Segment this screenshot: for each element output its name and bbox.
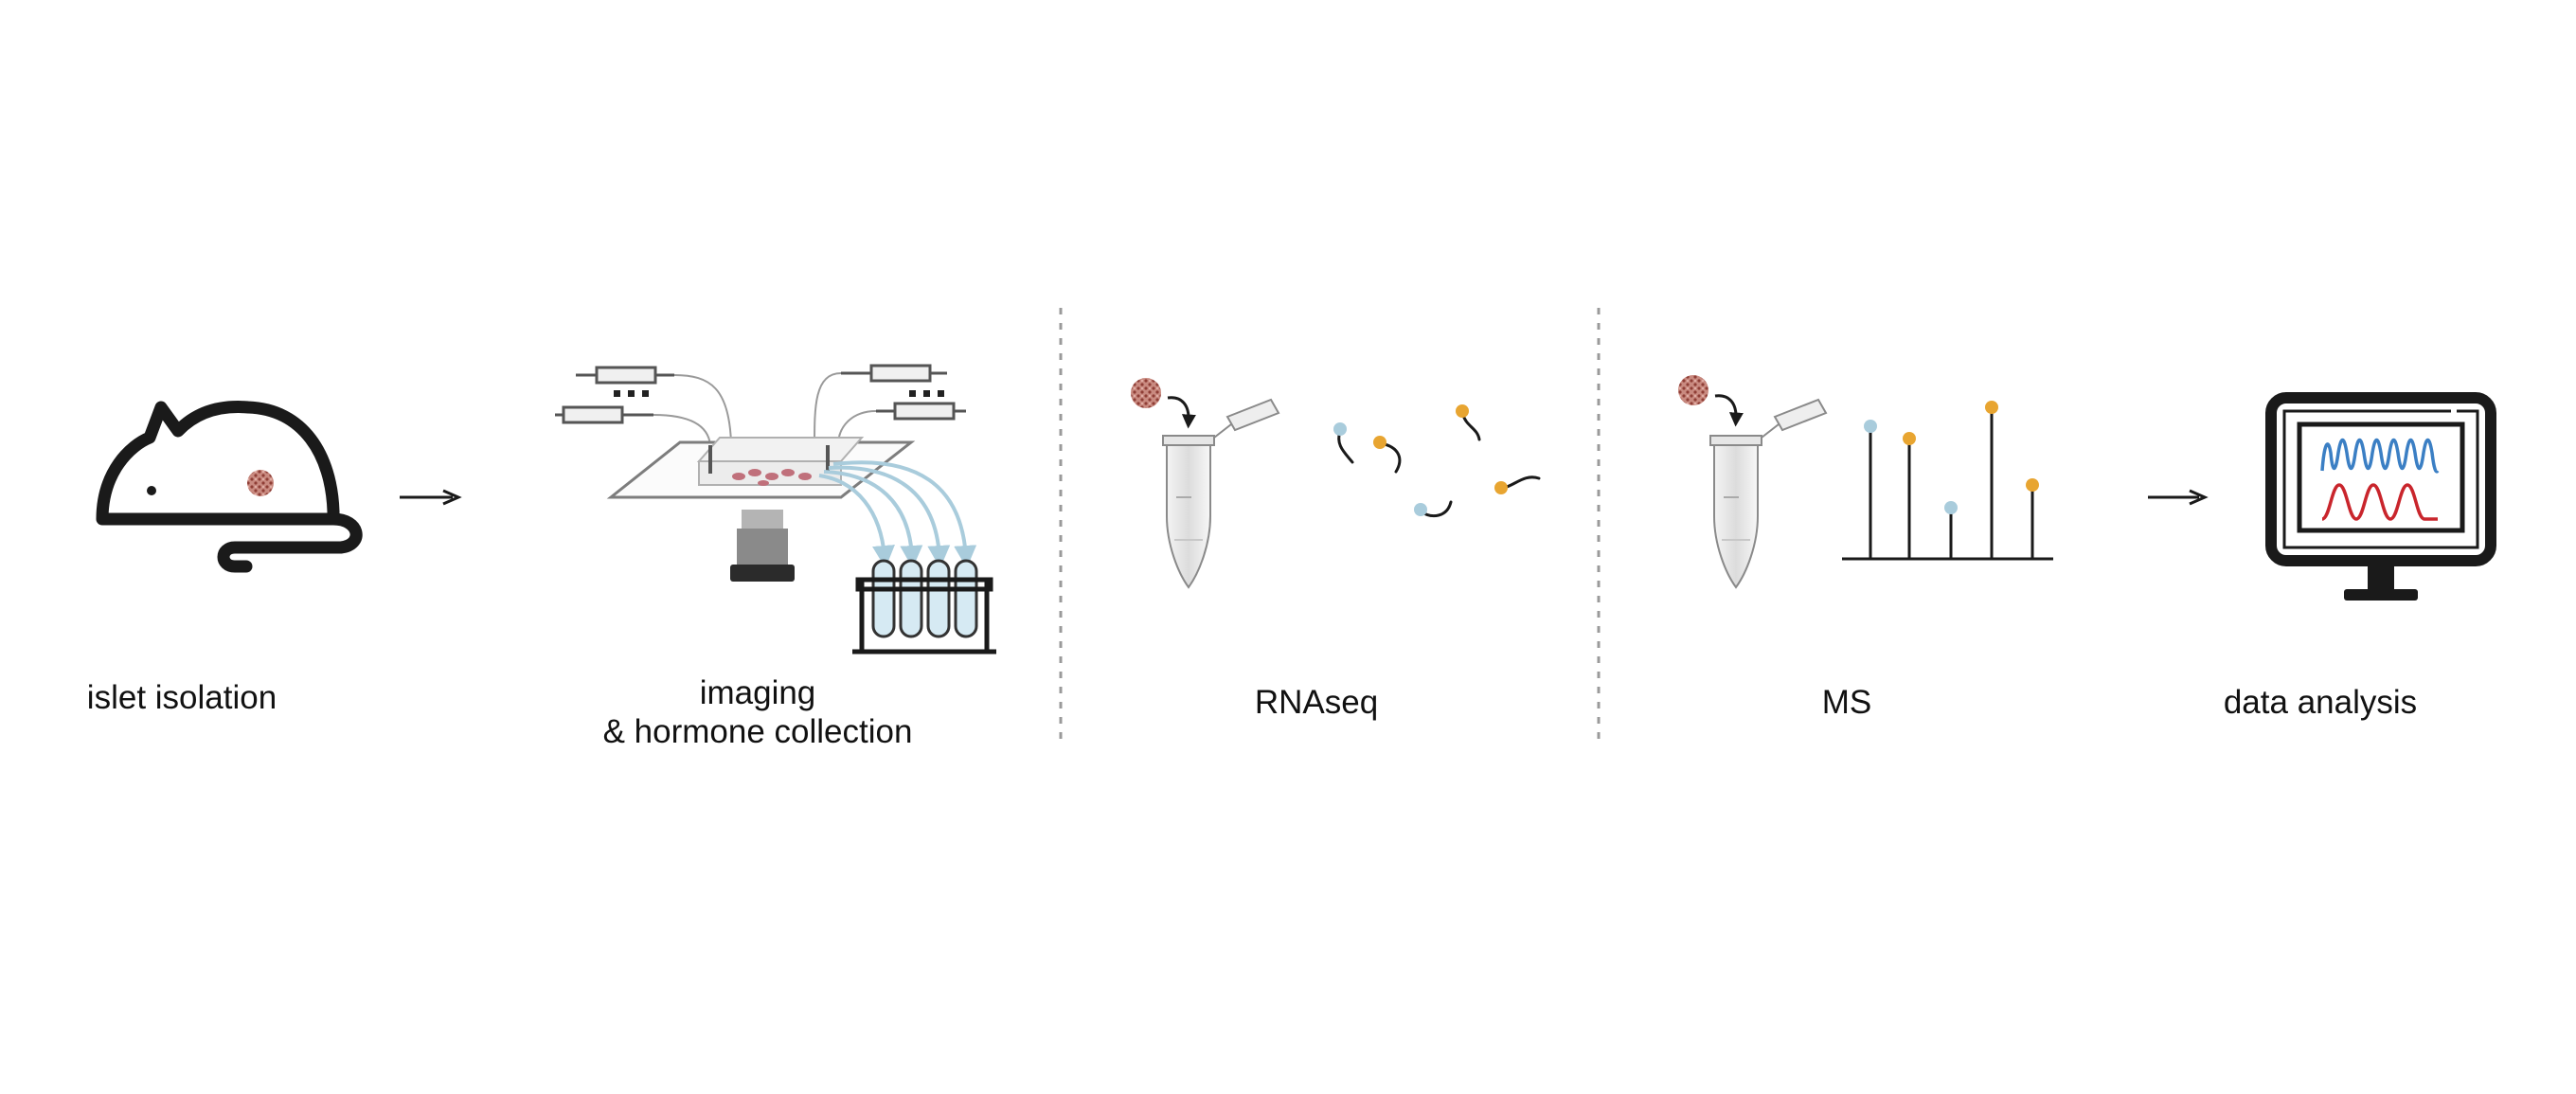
nucleotide-dots	[1333, 404, 1508, 516]
label-rnaseq: RNAseq	[1254, 684, 1379, 721]
syringe-icon	[555, 366, 674, 424]
flow-arrows	[818, 460, 977, 568]
label-imaging: imaging	[699, 674, 816, 711]
label-ms: MS	[1821, 684, 1872, 721]
islet-icon	[1131, 378, 1161, 408]
label-hormone-collection: & hormone collection	[602, 713, 913, 750]
perfusion-setup-icon	[555, 364, 966, 499]
eppendorf-tube-icon	[1162, 398, 1280, 589]
islet-icon	[247, 470, 274, 496]
eppendorf-tube-icon	[1709, 398, 1828, 589]
label-data-analysis: data analysis	[2223, 684, 2418, 721]
mouse-icon	[96, 401, 363, 573]
arrow-icon	[400, 489, 462, 506]
signal-traces	[2320, 438, 2440, 521]
microscope-icon	[730, 510, 795, 582]
monitor-icon	[2265, 392, 2496, 601]
collection-tubes-icon	[852, 559, 996, 655]
mass-spectrum-icon	[1842, 401, 2053, 561]
islet-icon	[1678, 375, 1708, 405]
syringe-icon	[841, 364, 966, 421]
rna-fragments-icon	[1337, 413, 1541, 518]
arrow-icon	[2148, 489, 2209, 506]
label-islet-isolation: islet isolation	[86, 679, 277, 716]
